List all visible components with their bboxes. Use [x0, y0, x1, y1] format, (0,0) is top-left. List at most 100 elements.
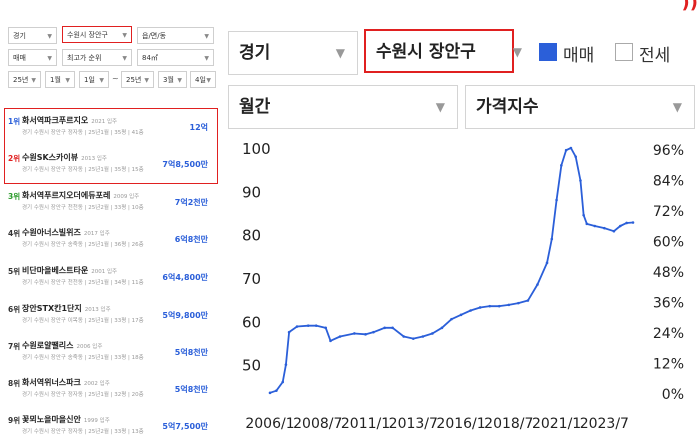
chevron-down-icon: ▼ [99, 77, 104, 84]
y-tick-label-left: 80 [242, 227, 261, 245]
apartment-name: 화서역푸르지오더에듀포레 2009 입주 [22, 191, 140, 200]
region-select[interactable]: 경기 ▼ [8, 27, 57, 44]
series-line [269, 147, 634, 394]
list-item[interactable]: 5위 비단마을베스트타운 2001 입주 경기 수원시 장안구 천천동 | 25년… [8, 263, 214, 293]
from-year-value: 25년 [13, 76, 29, 84]
list-item[interactable]: 1위 화서역파크푸르지오 2021 입주 경기 수원시 장안구 정자동 | 25년… [8, 113, 214, 143]
sort-select[interactable]: 최고가 순위 ▼ [62, 49, 132, 66]
region-select-value: 경기 [13, 32, 26, 40]
chevron-down-icon: ▼ [335, 46, 345, 60]
city-select-value: 수원시 장안구 [67, 31, 108, 39]
apartment-name: 꽃뫼노을마을신안 1999 입주 [22, 415, 110, 424]
to-day-value: 4일 [195, 76, 206, 84]
area-select[interactable]: 84㎡ ▼ [137, 49, 214, 66]
chart-city-select[interactable]: 수원시 장안구 ▼ [364, 29, 522, 73]
x-tick-label: 2016/1 [436, 416, 485, 432]
index-type-value: 가격지수 [476, 97, 539, 117]
series-point [550, 237, 554, 241]
price-label: 5억8천만 [174, 385, 208, 394]
series-point [275, 389, 278, 392]
trade-type-select[interactable]: 매매 ▼ [8, 49, 57, 66]
series-point [574, 155, 577, 158]
list-item[interactable]: 4위 수원아너스빌위즈 2017 입주 경기 수원시 장안구 송죽동 | 25년1… [8, 225, 214, 255]
apartment-name: 수원로얄팰리스 2006 입주 [22, 341, 103, 350]
y-tick-label-right: 0% [662, 387, 684, 403]
series-point [497, 304, 501, 308]
y-tick-label-left: 60 [242, 313, 261, 331]
series-point [555, 198, 558, 202]
x-tick-label: 2008/7 [293, 416, 342, 432]
x-tick-label: 2011/1 [341, 416, 390, 432]
move-in-year: 2001 입주 [91, 269, 118, 275]
series-point [329, 339, 332, 343]
price-label: 7억8,500만 [162, 160, 208, 169]
period-select[interactable]: 월간 ▼ [228, 85, 458, 129]
series-point [631, 221, 635, 224]
chevron-down-icon: ▼ [65, 77, 70, 84]
series-point [618, 224, 622, 228]
list-item[interactable]: 9위 꽃뫼노을마을신안 1999 입주 경기 수원시 장안구 정자동 | 25년2… [8, 412, 214, 442]
rank-label: 8위 [8, 379, 21, 388]
from-month-select[interactable]: 1월 ▼ [45, 71, 75, 88]
list-item[interactable]: 7위 수원로얄팰리스 2006 입주 경기 수원시 장안구 송죽동 | 25년1월… [8, 338, 214, 368]
dong-select[interactable]: 읍/면/동 ▼ [137, 27, 214, 44]
chevron-down-icon: ▼ [206, 77, 211, 84]
rank-label: 9위 [8, 416, 21, 425]
chevron-down-icon: ▼ [204, 33, 209, 40]
list-item[interactable]: 2위 수원SK스카이뷰 2013 입주 경기 수원시 장안구 정자동 | 25년1… [8, 150, 214, 180]
move-in-year: 2013 입주 [81, 156, 107, 162]
series-point [364, 333, 367, 336]
trade-checkbox[interactable] [539, 43, 557, 61]
y-tick-label-left: 70 [242, 270, 261, 288]
series-point [391, 326, 394, 330]
to-year-value: 25년 [126, 76, 142, 84]
series-point [281, 380, 285, 384]
series-point [450, 317, 453, 321]
series-point [545, 261, 549, 265]
rent-checkbox[interactable] [615, 43, 633, 61]
to-month-value: 3월 [163, 76, 174, 84]
listing-details: 경기 수원시 장안구 정자동 | 25년1월 | 35평 | 41층 [22, 130, 144, 136]
y-tick-label-left: 100 [242, 140, 271, 158]
series-point [284, 363, 288, 366]
rank-label: 1위 [8, 117, 21, 126]
listing-details: 경기 수원시 장안구 정자동 | 25년1월 | 35평 | 15층 [22, 167, 144, 173]
chevron-down-icon: ▼ [122, 32, 127, 39]
x-tick-label: 2023/7 [580, 416, 629, 432]
apartment-name: 수원SK스카이뷰 2013 입주 [22, 153, 107, 162]
move-in-year: 1999 입주 [83, 418, 110, 424]
rank-label: 7위 [8, 342, 21, 351]
series-point [383, 326, 386, 330]
index-type-select[interactable]: 가격지수 ▼ [465, 85, 695, 129]
to-month-select[interactable]: 3월 ▼ [158, 71, 187, 88]
listing-details: 경기 수원시 장안구 천천동 | 25년1월 | 34평 | 11층 [22, 280, 144, 286]
trade-type-value: 매매 [13, 54, 26, 62]
top-two-highlight [4, 108, 218, 184]
city-select[interactable]: 수원시 장안구 ▼ [62, 26, 132, 43]
chevron-down-icon: ▼ [435, 100, 445, 114]
series-point [582, 213, 585, 217]
y-tick-label-right: 72% [653, 204, 684, 220]
series-point [372, 330, 375, 334]
rent-checkbox-label: 전세 [639, 46, 671, 66]
series-point [431, 332, 434, 335]
chevron-down-icon: ▼ [47, 33, 52, 40]
chevron-down-icon: ▼ [672, 100, 682, 114]
chart-region-select[interactable]: 경기 ▼ [228, 31, 358, 75]
to-day-select[interactable]: 4일 ▼ [190, 71, 216, 88]
series-point [324, 326, 328, 330]
listing-details: 경기 수원시 장안구 천천동 | 25년2월 | 33평 | 10층 [22, 205, 144, 211]
from-day-select[interactable]: 1일 ▼ [79, 71, 109, 88]
move-in-year: 2017 입주 [83, 231, 110, 237]
series-point [526, 299, 530, 302]
series-point [314, 324, 318, 327]
chevron-down-icon: ▼ [144, 77, 149, 84]
list-item[interactable]: 8위 화서역위너스파크 2002 입주 경기 수원시 장안구 정자동 | 25년1… [8, 375, 214, 405]
series-point [585, 222, 589, 226]
from-year-select[interactable]: 25년 ▼ [8, 71, 41, 88]
list-item[interactable]: 6위 장안STX칸1단지 2013 입주 경기 수원시 장안구 이목동 | 25년… [8, 301, 214, 331]
list-item[interactable]: 3위 화서역푸르지오더에듀포레 2009 입주 경기 수원시 장안구 천천동 | … [8, 188, 214, 218]
y-tick-label-right: 96% [653, 143, 684, 159]
to-year-select[interactable]: 25년 ▼ [121, 71, 154, 88]
chart-region-value: 경기 [239, 43, 271, 63]
